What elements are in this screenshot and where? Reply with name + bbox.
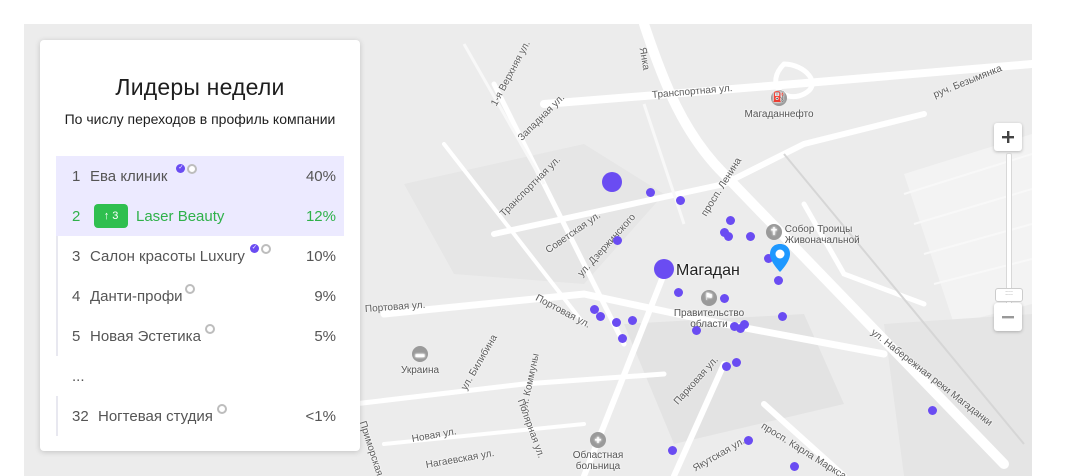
business-marker[interactable] [744,436,753,445]
business-marker[interactable] [726,216,735,225]
row-rank: 4 [72,287,81,305]
business-marker[interactable] [628,316,637,325]
row-name: Новая Эстетика [90,323,215,345]
zoom-out-button[interactable] [994,303,1022,331]
row-percent: 5% [314,327,336,345]
ellipsis: ... [72,368,85,385]
business-marker[interactable] [746,232,755,241]
business-marker[interactable] [654,259,674,279]
row-rank: 5 [72,327,81,345]
business-marker[interactable] [596,312,605,321]
business-marker[interactable] [618,334,627,343]
row-rank: 2 [72,207,81,225]
verified-icon: ✓ [249,243,259,253]
status-dot-icon [187,163,198,174]
business-marker[interactable] [613,236,622,245]
plus-icon [1002,131,1014,143]
hospital-poi[interactable]: + Областная больница [562,432,634,472]
row-rank: 3 [72,247,81,265]
flag-icon: ⚑ [701,290,717,306]
business-marker[interactable] [722,362,731,371]
status-dot-icon [260,243,271,254]
row-rank: 1 [72,167,81,185]
row-name-text: Новая Эстетика [90,327,201,345]
row-name: Ногтевая студия [98,403,227,425]
business-marker[interactable] [790,462,799,471]
row-name-text: Ева клиник [90,167,168,185]
row-name-text: Ногтевая студия [98,407,213,425]
business-marker[interactable] [730,322,739,331]
gas-station-icon: ⛽ [771,90,787,106]
business-marker[interactable] [736,324,745,333]
gas-station-poi[interactable]: ⛽ Магаданнефто [734,90,824,120]
hospital-icon: + [590,432,606,448]
poi-label: Собор Троицы Живоначальной [784,224,860,246]
business-marker[interactable] [602,172,622,192]
panel-subtitle: По числу переходов в профиль компании [64,111,336,127]
business-marker[interactable] [612,318,621,327]
leaderboard-row[interactable]: 2 ↑ 3 Laser Beauty 12% [56,196,344,236]
row-name-text: Салон красоты Luxury [90,247,245,265]
poi-label: Магаданнефто [744,109,814,120]
status-dot-icon [204,323,215,334]
business-marker[interactable] [692,326,701,335]
rank-change-badge: ↑ 3 [94,204,128,228]
business-marker[interactable] [732,358,741,367]
leaderboard-row[interactable]: 32 Ногтевая студия <1% [56,396,344,436]
verified-icon: ✓ [176,163,186,173]
business-marker[interactable] [740,320,749,329]
business-marker[interactable] [668,446,677,455]
business-marker[interactable] [928,406,937,415]
row-percent: <1% [305,407,336,425]
leaderboard-row[interactable]: 5 Новая Эстетика 5% [56,316,344,356]
business-marker[interactable] [676,196,685,205]
cathedral-poi[interactable]: ✝ Собор Троицы Живоначальной [766,224,866,246]
poi-label: Правительство области [673,308,745,330]
business-marker[interactable] [778,312,787,321]
leaderboard-row[interactable]: 3 Салон красоты Luxury ✓ 10% [56,236,344,276]
rank-change-value: 3 [112,210,119,222]
row-name: Данти-профи [90,283,195,305]
poi-label: Областная больница [572,450,624,472]
government-poi[interactable]: ⚑ Правительство области [664,290,754,330]
poi-label: Украина [400,365,440,376]
row-percent: 10% [305,247,336,265]
zoom-slider-track[interactable] [1006,153,1012,305]
business-marker[interactable] [720,294,729,303]
business-marker[interactable] [590,305,599,314]
leaderboard-row[interactable]: 1 Ева клиник ✓ 40% [56,156,344,196]
status-dot-icon [216,403,227,414]
panel-title: Лидеры недели [115,74,285,100]
zoom-slider-handle[interactable]: :::: [995,288,1023,302]
business-marker[interactable] [674,288,683,297]
bed-icon: ▬ [412,346,428,362]
row-percent: 12% [305,207,336,225]
row-name-text: Данти-профи [90,287,183,305]
row-name: Салон красоты Luxury ✓ [90,243,271,265]
business-marker[interactable] [646,188,655,197]
row-name: Ева клиник ✓ [90,163,198,185]
minus-icon [1002,316,1014,319]
business-marker[interactable] [724,232,733,241]
row-percent: 9% [314,287,336,305]
row-name: Laser Beauty [136,207,225,225]
business-marker[interactable] [764,254,773,263]
arrow-up-icon: ↑ [103,210,110,222]
row-rank: 32 [72,407,89,425]
leaderboard-row[interactable]: 4 Данти-профи 9% [56,276,344,316]
cathedral-icon: ✝ [766,224,782,240]
city-label: Магадан [676,262,740,279]
hotel-poi[interactable]: ▬ Украина [390,346,450,376]
zoom-control: :::: [994,123,1023,333]
status-dot-icon [184,283,195,294]
business-marker[interactable] [774,276,783,285]
zoom-in-button[interactable] [994,123,1022,151]
leaderboard-panel: Лидеры недели По числу переходов в профи… [40,40,360,451]
row-percent: 40% [305,167,336,185]
location-pin-icon[interactable] [768,242,792,282]
